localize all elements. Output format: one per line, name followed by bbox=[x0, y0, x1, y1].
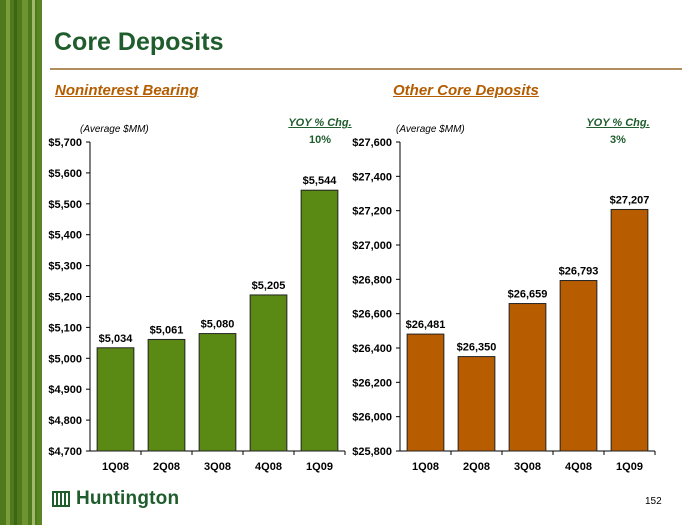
right-y-tick-label: $27,600 bbox=[352, 137, 392, 149]
right-data-label: $26,659 bbox=[508, 289, 548, 301]
decorative-stripes bbox=[0, 0, 42, 525]
left-y-tick-label: $5,400 bbox=[48, 230, 82, 242]
left-y-tick-label: $5,100 bbox=[48, 322, 82, 334]
left-data-label: $5,034 bbox=[99, 333, 134, 345]
right-y-tick-label: $27,400 bbox=[352, 171, 392, 183]
left-y-tick-label: $4,800 bbox=[48, 415, 82, 427]
left-x-tick-label: 1Q08 bbox=[102, 461, 129, 473]
left-data-label: $5,205 bbox=[252, 280, 286, 292]
left-y-tick-label: $5,200 bbox=[48, 292, 82, 304]
left-chart-subtitle: Noninterest Bearing bbox=[55, 82, 199, 99]
left-unit-note: (Average $MM) bbox=[80, 124, 149, 135]
right-y-tick-label: $26,800 bbox=[352, 274, 392, 286]
left-x-tick-label: 2Q08 bbox=[153, 461, 180, 473]
right-yoy-value: 3% bbox=[610, 134, 626, 146]
left-bar-1q08 bbox=[96, 347, 135, 452]
left-data-label: $5,080 bbox=[201, 319, 235, 331]
page-title: Core Deposits bbox=[54, 28, 224, 56]
page-number: 152 bbox=[645, 496, 662, 507]
right-x-tick-label: 1Q08 bbox=[412, 461, 439, 473]
right-bar-1q09 bbox=[610, 208, 649, 452]
right-yoy-block: YOY % Chg. 3% bbox=[573, 117, 663, 146]
logo-text: Huntington bbox=[76, 488, 180, 509]
left-y-tick-label: $5,700 bbox=[48, 137, 82, 149]
right-y-tick-label: $25,800 bbox=[352, 446, 392, 458]
huntington-logo-icon bbox=[52, 491, 70, 507]
left-y-tick-label: $5,300 bbox=[48, 261, 82, 273]
left-y-tick-label: $4,700 bbox=[48, 446, 82, 458]
right-chart-subtitle: Other Core Deposits bbox=[393, 82, 539, 99]
left-bar-4q08 bbox=[249, 294, 288, 452]
right-y-tick-label: $27,200 bbox=[352, 206, 392, 218]
left-x-tick-label: 3Q08 bbox=[204, 461, 231, 473]
left-data-label: $5,544 bbox=[303, 175, 338, 187]
right-bar-4q08 bbox=[559, 280, 598, 452]
left-y-tick-label: $4,900 bbox=[48, 384, 82, 396]
right-bar-2q08 bbox=[457, 356, 496, 452]
left-yoy-label: YOY % Chg. bbox=[288, 117, 352, 129]
left-x-tick-label: 1Q09 bbox=[306, 461, 333, 473]
left-yoy-value: 10% bbox=[308, 134, 332, 146]
left-bar-2q08 bbox=[147, 338, 186, 452]
right-data-label: $26,481 bbox=[406, 319, 446, 331]
right-unit-note: (Average $MM) bbox=[396, 124, 465, 135]
right-bar-1q08 bbox=[406, 333, 445, 452]
left-bar-3q08 bbox=[198, 333, 237, 452]
left-y-tick-label: $5,600 bbox=[48, 168, 82, 180]
left-bar-1q09 bbox=[300, 189, 339, 452]
right-x-tick-label: 4Q08 bbox=[565, 461, 592, 473]
right-x-tick-label: 1Q09 bbox=[616, 461, 643, 473]
title-divider bbox=[50, 68, 682, 70]
right-data-label: $26,793 bbox=[559, 266, 599, 278]
right-data-label: $27,207 bbox=[610, 194, 650, 206]
right-y-tick-label: $27,000 bbox=[352, 240, 392, 252]
right-y-tick-label: $26,200 bbox=[352, 377, 392, 389]
right-y-tick-label: $26,400 bbox=[352, 343, 392, 355]
left-x-tick-label: 4Q08 bbox=[255, 461, 282, 473]
right-x-tick-label: 2Q08 bbox=[463, 461, 490, 473]
left-y-tick-label: $5,000 bbox=[48, 353, 82, 365]
left-yoy-block: YOY % Chg. 10% bbox=[275, 117, 365, 146]
right-yoy-label: YOY % Chg. bbox=[586, 117, 650, 129]
right-y-tick-label: $26,600 bbox=[352, 309, 392, 321]
right-y-tick-label: $26,000 bbox=[352, 412, 392, 424]
left-data-label: $5,061 bbox=[150, 324, 184, 336]
right-bar-3q08 bbox=[508, 303, 547, 452]
huntington-logo: Huntington bbox=[52, 488, 179, 510]
right-data-label: $26,350 bbox=[457, 342, 497, 354]
left-y-tick-label: $5,500 bbox=[48, 199, 82, 211]
right-x-tick-label: 3Q08 bbox=[514, 461, 541, 473]
